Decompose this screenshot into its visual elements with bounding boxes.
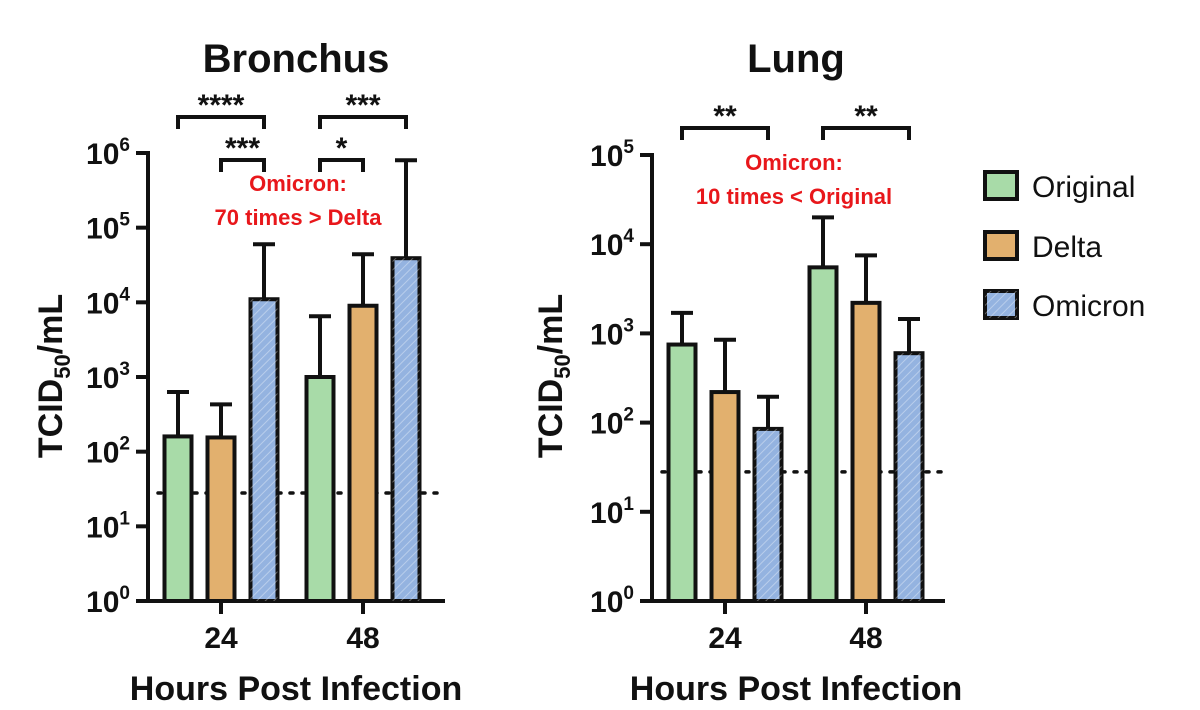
- annotation-line: 10 times < Original: [696, 184, 892, 209]
- legend-label-omicron: Omicron: [1032, 290, 1145, 323]
- significance-stars: **: [713, 100, 737, 133]
- y-tick-label: 103: [86, 359, 130, 395]
- significance-bracket: [318, 158, 365, 172]
- significance-bracket: [176, 115, 266, 129]
- bar: [162, 434, 194, 604]
- legend-label-delta: Delta: [1032, 231, 1102, 264]
- bar: [709, 390, 741, 604]
- significance-bracket: [821, 126, 911, 140]
- bar: [666, 342, 698, 603]
- y-tick-exponent: 0: [623, 583, 634, 604]
- y-tick-exponent: 3: [119, 359, 130, 380]
- y-tick-base: 10: [86, 287, 119, 320]
- y-tick-base: 10: [590, 229, 623, 262]
- bar-hatch: [895, 353, 923, 601]
- y-tick-exponent: 4: [623, 226, 634, 247]
- panel-bronchus: Bronchus100101102103104105106TCID50/mL24…: [32, 37, 462, 708]
- legend: Original Delta Omicron: [983, 170, 1145, 323]
- bar: [807, 265, 839, 603]
- y-tick-base: 10: [86, 437, 119, 470]
- x-axis-label: Hours Post Infection: [130, 670, 462, 708]
- y-tick-exponent: 2: [623, 405, 634, 426]
- significance-bracket: [318, 115, 408, 129]
- legend-swatch-original: [983, 170, 1019, 201]
- y-tick-label: 104: [86, 284, 130, 320]
- y-tick-label: 105: [590, 137, 634, 173]
- y-tick-label: 103: [590, 315, 634, 351]
- panel-title: Bronchus: [203, 37, 390, 81]
- significance-stars: **: [854, 100, 878, 133]
- y-tick-base: 10: [590, 318, 623, 351]
- y-tick-exponent: 1: [119, 508, 130, 529]
- significance-bracket: [219, 158, 266, 172]
- x-tick-label: 24: [204, 622, 238, 655]
- x-tick-label: 24: [708, 622, 742, 655]
- y-tick-base: 10: [590, 140, 623, 173]
- y-axis-label: TCID50/mL: [32, 294, 75, 458]
- y-tick-exponent: 1: [623, 494, 634, 515]
- legend-swatch-delta: [983, 230, 1019, 261]
- annotation-line: 70 times > Delta: [215, 205, 383, 230]
- y-tick-label: 101: [86, 508, 130, 544]
- significance-bracket: [680, 126, 770, 140]
- bar: [304, 375, 336, 603]
- bar-hatch: [250, 299, 278, 601]
- y-tick-base: 10: [86, 213, 119, 246]
- y-tick-label: 100: [590, 583, 634, 619]
- legend-label-original: Original: [1032, 171, 1135, 204]
- bar: [850, 300, 882, 603]
- y-tick-base: 10: [86, 511, 119, 544]
- y-tick-label: 106: [86, 135, 130, 171]
- y-axis-label-part: 50: [550, 354, 575, 378]
- y-axis-label-part: /mL: [32, 294, 70, 354]
- annotation-line: Omicron:: [745, 150, 843, 175]
- y-axis-label-part: 50: [50, 354, 75, 378]
- panel-title: Lung: [747, 37, 845, 81]
- y-tick-exponent: 4: [119, 284, 130, 305]
- legend-swatch-omicron-hatch: [985, 291, 1017, 318]
- bar-hatch: [392, 258, 420, 601]
- y-tick-base: 10: [86, 362, 119, 395]
- y-tick-exponent: 2: [119, 434, 130, 455]
- x-axis-label: Hours Post Infection: [630, 670, 962, 708]
- y-axis-label-part: TCID: [532, 379, 570, 458]
- y-tick-label: 101: [590, 494, 634, 530]
- y-axis-label-part: TCID: [32, 379, 70, 458]
- significance-stars: *: [336, 132, 348, 165]
- significance-stars: ***: [225, 132, 260, 165]
- y-tick-exponent: 5: [119, 210, 130, 231]
- annotation-line: Omicron:: [249, 171, 347, 196]
- y-axis-label: TCID50/mL: [532, 294, 575, 458]
- significance-stars: ***: [345, 89, 380, 122]
- y-tick-label: 102: [86, 434, 130, 470]
- y-tick-base: 10: [590, 497, 623, 530]
- y-tick-base: 10: [86, 138, 119, 171]
- y-tick-label: 105: [86, 210, 130, 246]
- y-tick-base: 10: [590, 408, 623, 441]
- y-tick-label: 100: [86, 583, 130, 619]
- x-tick-label: 48: [346, 622, 379, 655]
- y-tick-label: 104: [590, 226, 634, 262]
- bar: [347, 303, 379, 603]
- y-tick-label: 102: [590, 405, 634, 441]
- bar: [205, 435, 237, 603]
- x-tick-label: 48: [849, 622, 882, 655]
- y-tick-base: 10: [590, 586, 623, 619]
- y-tick-exponent: 5: [623, 137, 634, 158]
- significance-stars: ****: [198, 89, 245, 122]
- y-tick-exponent: 6: [119, 135, 130, 156]
- y-tick-exponent: 0: [119, 583, 130, 604]
- bar-hatch: [754, 428, 782, 601]
- y-tick-exponent: 3: [623, 315, 634, 336]
- y-tick-base: 10: [86, 586, 119, 619]
- y-axis-label-part: /mL: [532, 294, 570, 354]
